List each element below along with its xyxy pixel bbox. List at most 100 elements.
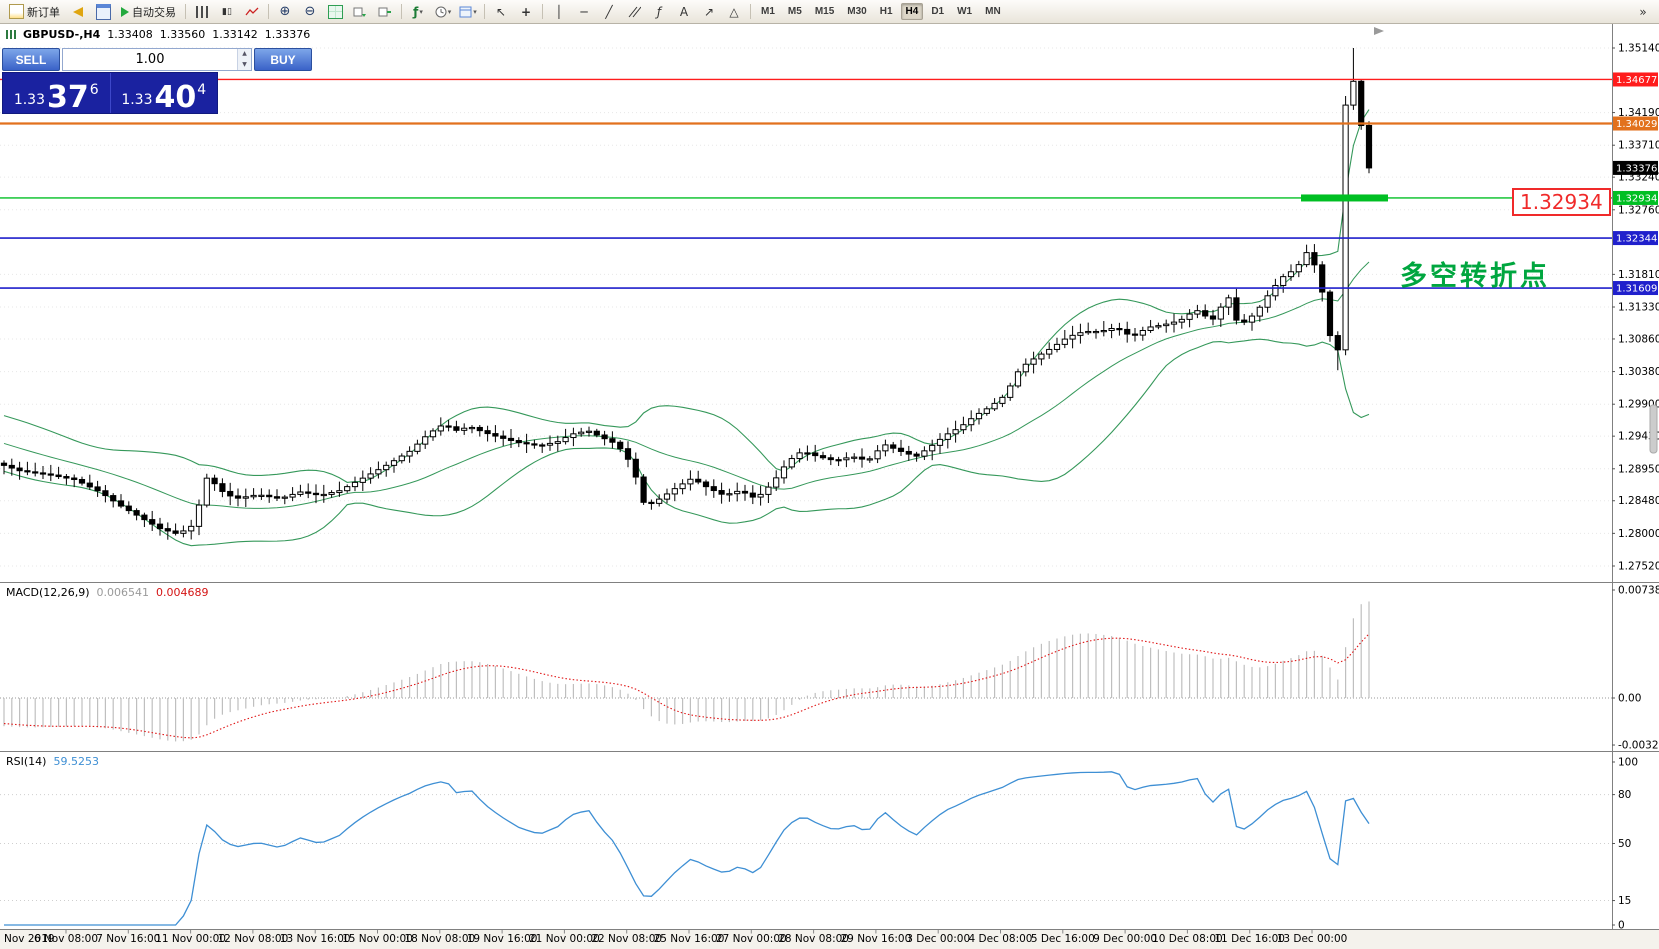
text-icon[interactable]: A	[679, 4, 689, 19]
svg-text:1.30380: 1.30380	[1618, 366, 1659, 378]
bar-chart-icon[interactable]	[190, 1, 214, 22]
channel-icon[interactable]	[622, 1, 646, 22]
macd-pane	[0, 601, 1612, 742]
bollinger-middle	[3, 261, 1370, 509]
sell-button[interactable]: SELL	[2, 48, 60, 71]
svg-text:1.34677: 1.34677	[1616, 75, 1657, 86]
toolbar-separator	[185, 4, 186, 19]
buy-price-pip: 4	[197, 82, 207, 98]
symbol-title: GBPUSD-,H4	[23, 28, 101, 41]
svg-text:27 Nov 00:00: 27 Nov 00:00	[716, 933, 787, 945]
periods-menu-icon[interactable]: ▾	[431, 1, 455, 22]
templates-menu-icon[interactable]: ▾	[456, 1, 480, 22]
buy-button[interactable]: BUY	[254, 48, 312, 71]
chart-shift-icon[interactable]	[373, 1, 397, 22]
turning-point-annotation: 多空转折点	[1400, 261, 1550, 292]
terminal-icon[interactable]	[91, 1, 115, 22]
vertical-line-icon[interactable]: │	[555, 4, 563, 19]
svg-text:100: 100	[1618, 757, 1638, 769]
svg-text:1.31330: 1.31330	[1618, 302, 1659, 314]
new-order-button[interactable]: 新订单	[4, 2, 65, 21]
svg-text:15: 15	[1618, 895, 1631, 907]
svg-text:1.29900: 1.29900	[1618, 399, 1659, 411]
svg-text:15 Nov 00:00: 15 Nov 00:00	[342, 933, 413, 945]
svg-text:10 Dec 08:00: 10 Dec 08:00	[1152, 933, 1223, 945]
ohlc-high: 1.33560	[159, 28, 206, 41]
volume-input[interactable]	[63, 49, 237, 70]
svg-text:1.29430: 1.29430	[1618, 431, 1659, 443]
svg-text:28 Nov 08:00: 28 Nov 08:00	[778, 933, 849, 945]
svg-text:1.28480: 1.28480	[1618, 495, 1659, 507]
timeframe-m15-button[interactable]: M15	[810, 3, 839, 20]
svg-text:18 Nov 08:00: 18 Nov 08:00	[404, 933, 475, 945]
zoom-in-icon[interactable]: ⊕	[279, 4, 291, 19]
svg-text:29 Nov 16:00: 29 Nov 16:00	[841, 933, 912, 945]
svg-text:22 Nov 08:00: 22 Nov 08:00	[591, 933, 662, 945]
timeframe-w1-button[interactable]: W1	[952, 3, 977, 20]
svg-text:1.34190: 1.34190	[1618, 107, 1659, 119]
timeframe-m30-button[interactable]: M30	[842, 3, 871, 20]
macd-label: MACD(12,26,9) 0.006541 0.004689	[6, 586, 209, 599]
toolbar-separator	[484, 4, 485, 19]
svg-text:1.28950: 1.28950	[1618, 463, 1659, 475]
toolbar-separator	[750, 4, 751, 19]
svg-text:0: 0	[1618, 920, 1625, 932]
svg-text:1.27520: 1.27520	[1618, 561, 1659, 573]
horn-icon[interactable]	[66, 1, 90, 22]
timeframe-h1-button[interactable]: H1	[875, 3, 898, 20]
timeframe-m1-button[interactable]: M1	[756, 3, 780, 20]
timeframe-mn-button[interactable]: MN	[980, 3, 1006, 20]
cursor-icon[interactable]: ↖	[495, 4, 507, 19]
svg-text:19 Nov 16:00: 19 Nov 16:00	[467, 933, 538, 945]
fibonacci-icon[interactable]: ƒ	[656, 4, 662, 19]
svg-text:1.32344: 1.32344	[1616, 234, 1657, 245]
shapes-icon[interactable]: △	[729, 4, 739, 19]
timeframe-d1-button[interactable]: D1	[926, 3, 949, 20]
svg-text:11 Dec 16:00: 11 Dec 16:00	[1214, 933, 1285, 945]
volume-box: ▲ ▼	[62, 48, 252, 71]
sell-price[interactable]: 1.33 37 6	[3, 73, 111, 113]
sell-price-main: 1.33	[13, 92, 45, 108]
auto-scroll-icon[interactable]	[348, 1, 372, 22]
arrows-icon[interactable]: ↗	[703, 4, 715, 19]
candles-layer	[0, 48, 1373, 540]
svg-text:11 Nov 00:00: 11 Nov 00:00	[155, 933, 226, 945]
volume-spin-down-button[interactable]: ▼	[238, 59, 251, 70]
rsi-pane	[0, 771, 1612, 926]
svg-text:6 Nov 08:00: 6 Nov 08:00	[34, 933, 98, 945]
new-order-icon	[9, 4, 24, 19]
trendline-icon[interactable]: ╱	[605, 4, 613, 19]
auto-trading-button[interactable]: 自动交易	[116, 2, 181, 21]
hlines-layer	[0, 78, 1612, 289]
timeframe-h4-button[interactable]: H4	[900, 3, 924, 20]
rsi-value: 59.5253	[53, 755, 99, 768]
line-chart-icon[interactable]	[240, 1, 264, 22]
buy-price[interactable]: 1.33 40 4	[111, 73, 218, 113]
crosshair-icon[interactable]: +	[520, 4, 532, 19]
svg-text:0.007384: 0.007384	[1618, 585, 1659, 597]
new-order-label: 新订单	[27, 6, 60, 19]
toolbar-separator	[542, 4, 543, 19]
indicators-menu-icon[interactable]: ƒ ▾	[413, 4, 423, 19]
timeframe-m5-button[interactable]: M5	[783, 3, 807, 20]
svg-text:1.33376: 1.33376	[1616, 163, 1657, 174]
svg-text:3 Dec 00:00: 3 Dec 00:00	[906, 933, 970, 945]
svg-text:1.32934: 1.32934	[1616, 193, 1657, 204]
svg-text:4 Dec 08:00: 4 Dec 08:00	[969, 933, 1033, 945]
sell-price-pip: 6	[89, 82, 99, 98]
toolbar-overflow-icon[interactable]: »	[1639, 4, 1647, 19]
price-scale[interactable]: 1.351401.341901.337101.332401.327601.318…	[1612, 43, 1659, 932]
horizontal-line-icon[interactable]: ─	[580, 4, 588, 19]
ohlc-low: 1.33142	[212, 28, 258, 41]
macd-name: MACD(12,26,9)	[6, 586, 90, 599]
volume-spin-up-button[interactable]: ▲	[238, 49, 251, 60]
scrollbar-thumb[interactable]	[1649, 404, 1658, 454]
zoom-out-icon[interactable]: ⊖	[304, 4, 316, 19]
candlestick-chart-icon[interactable]: ▮▯	[222, 6, 232, 17]
svg-text:5 Dec 16:00: 5 Dec 16:00	[1031, 933, 1095, 945]
tile-windows-icon[interactable]	[323, 1, 347, 22]
macd-signal-line	[3, 633, 1370, 739]
